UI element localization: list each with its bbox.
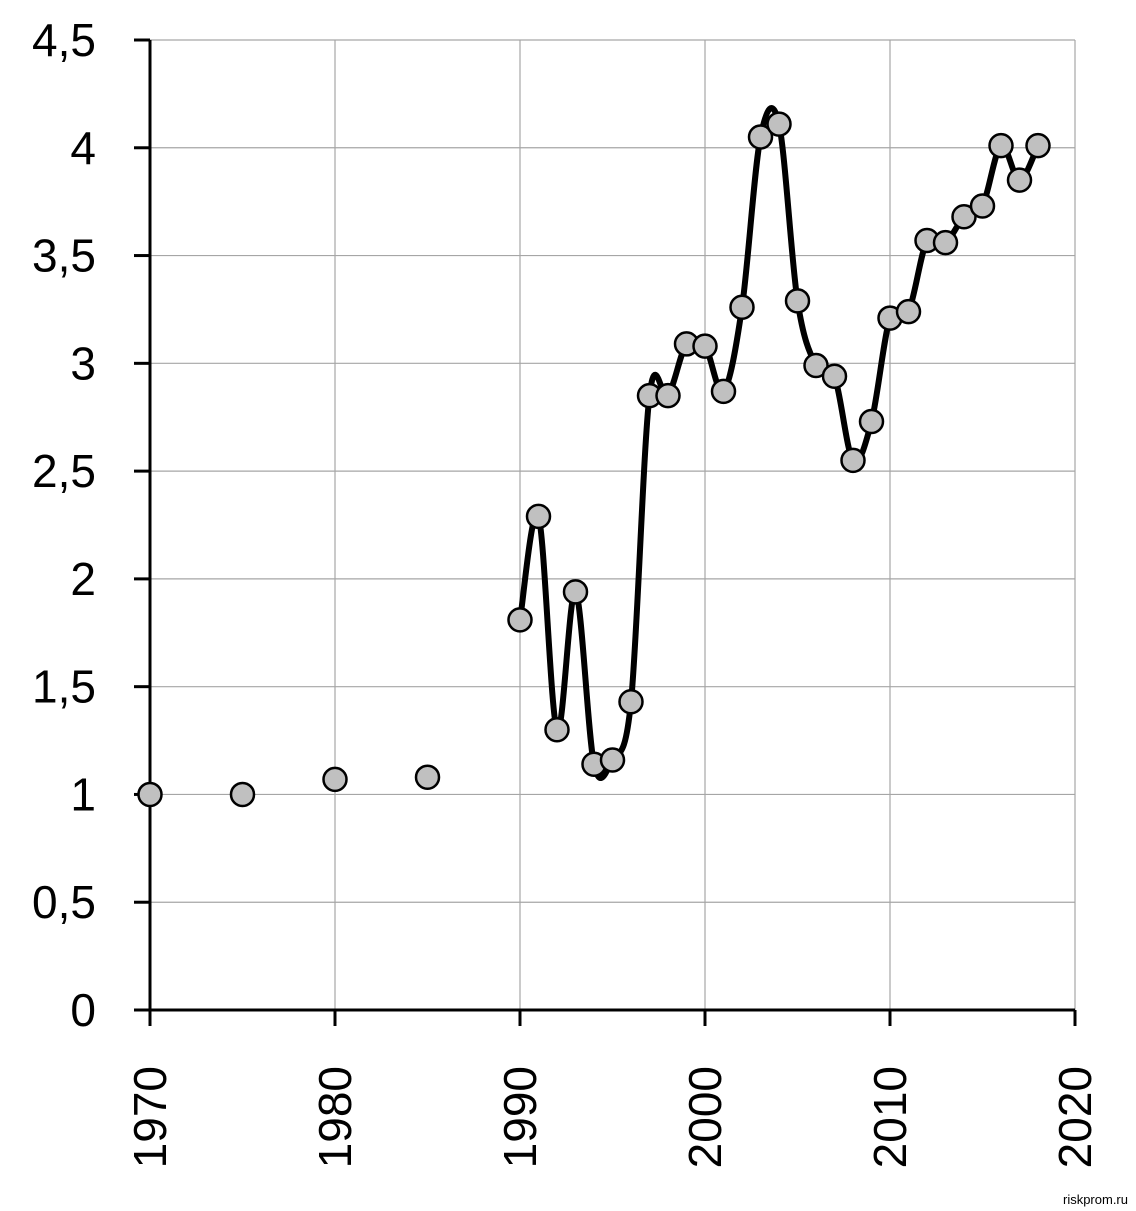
data-point xyxy=(137,781,163,808)
data-point xyxy=(229,781,256,808)
data-point xyxy=(803,352,829,379)
y-tick-label: 2,5 xyxy=(32,445,96,497)
data-point xyxy=(1006,167,1033,193)
data-point xyxy=(525,503,552,530)
data-point xyxy=(507,607,533,633)
data-point xyxy=(618,689,644,715)
data-point xyxy=(655,382,681,409)
data-point xyxy=(784,288,811,314)
y-tick-label: 3,5 xyxy=(32,230,96,282)
data-point xyxy=(988,132,1014,159)
data-point xyxy=(729,294,755,321)
y-tick-label: 0 xyxy=(70,984,96,1036)
x-tick-label: 2020 xyxy=(1049,1066,1101,1168)
series-group xyxy=(137,105,1051,808)
data-point xyxy=(599,747,626,773)
data-point xyxy=(1025,132,1051,159)
data-point xyxy=(322,766,348,793)
data-point xyxy=(692,333,718,359)
x-axis-ticks: 1970 1980 1990 2000 2010 2020 xyxy=(124,1010,1101,1168)
y-tick-label: 1,5 xyxy=(32,661,96,713)
y-tick-label: 4,5 xyxy=(32,14,96,66)
data-point xyxy=(858,408,885,435)
data-point xyxy=(951,204,977,230)
y-tick-label: 4 xyxy=(70,122,96,174)
x-tick-label: 1980 xyxy=(309,1066,361,1168)
data-point xyxy=(840,447,866,474)
data-point xyxy=(969,193,996,219)
data-point xyxy=(562,579,589,605)
watermark: riskprom.ru xyxy=(1062,1192,1128,1207)
x-tick-label: 1970 xyxy=(124,1066,176,1168)
data-point xyxy=(544,717,570,743)
x-tick-label: 2010 xyxy=(864,1066,916,1168)
x-tick-label: 2000 xyxy=(679,1066,731,1168)
data-point xyxy=(821,363,848,390)
grid-lines xyxy=(150,39,1076,1010)
x-tick-label: 1990 xyxy=(494,1066,546,1168)
y-tick-label: 0,5 xyxy=(32,876,96,928)
y-tick-label: 1 xyxy=(70,768,96,820)
axes xyxy=(148,40,1075,1012)
data-point xyxy=(766,111,792,137)
data-point xyxy=(932,229,959,256)
data-point xyxy=(414,764,441,790)
data-point xyxy=(747,124,774,150)
y-axis-ticks: 0 0,5 1 1,5 2 2,5 3 3,5 4 4,5 xyxy=(32,14,150,1036)
y-tick-label: 3 xyxy=(70,337,96,389)
data-point xyxy=(895,298,922,325)
y-tick-label: 2 xyxy=(70,553,96,605)
data-point xyxy=(710,378,737,405)
